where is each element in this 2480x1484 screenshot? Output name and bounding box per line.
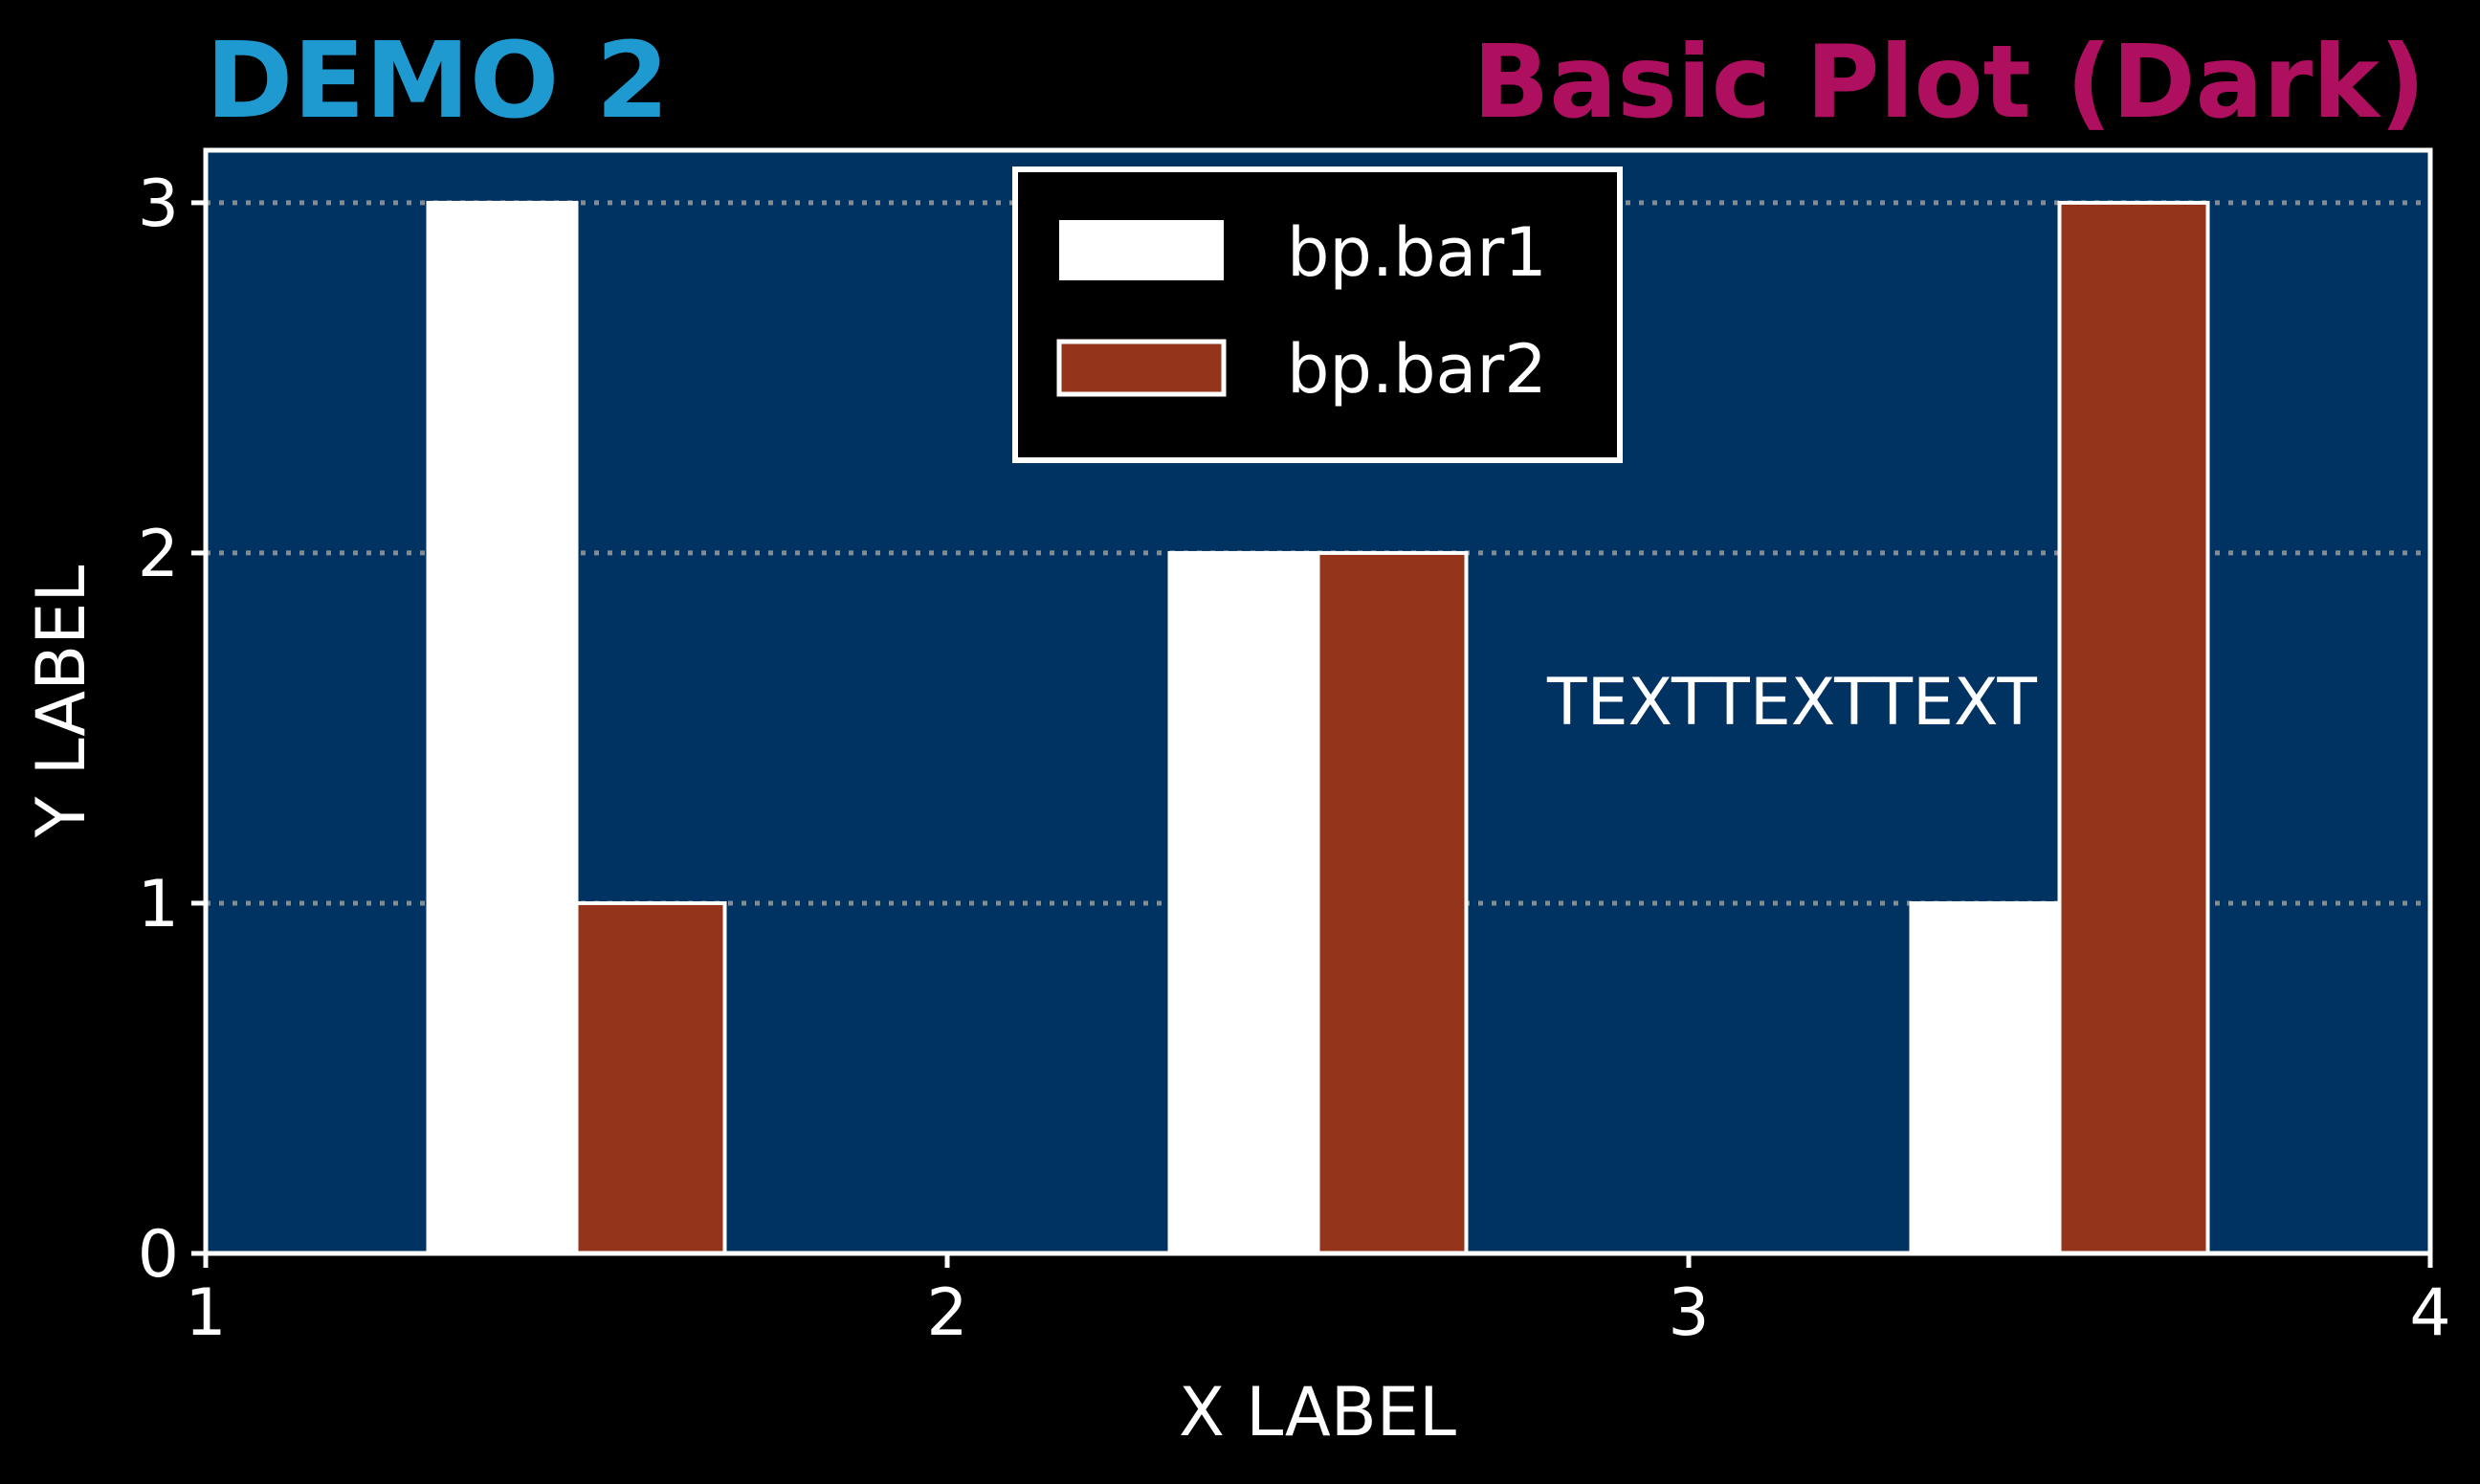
bar-series2-2 — [1316, 550, 1469, 1255]
y-tick-label-2: 2 — [138, 517, 179, 592]
legend-box — [1012, 166, 1623, 463]
legend-label-bar2: bp.bar2 — [1287, 330, 1547, 409]
annotation-text: TEXTTEXTTEXT — [1546, 665, 2037, 741]
legend-swatch-bar2 — [1056, 339, 1227, 397]
legend-swatch-bar1 — [1059, 220, 1224, 280]
x-tick-label-4: 4 — [2409, 1275, 2450, 1351]
x-tick-label-1: 1 — [185, 1275, 226, 1351]
plot-frame — [203, 147, 2433, 1256]
bar-series1-3 — [1909, 900, 2062, 1255]
x-axis-label: X LABEL — [1179, 1373, 1456, 1451]
y-tick-label-3: 3 — [138, 166, 179, 242]
bar-series2-3 — [2057, 200, 2210, 1255]
bars — [426, 200, 2210, 1255]
bar-series1-1 — [426, 200, 579, 1255]
y-tick-label-1: 1 — [138, 867, 179, 942]
x-tick-label-3: 3 — [1668, 1275, 1709, 1351]
y-tick-label-0: 0 — [138, 1217, 179, 1293]
chart-title-right: Basic Plot (Dark) — [1472, 24, 2425, 141]
y-axis-label: Y LABEL — [22, 565, 100, 839]
x-tick-label-2: 2 — [926, 1275, 967, 1351]
bar-series1-2 — [1167, 550, 1320, 1255]
legend: bp.bar1 bp.bar2 — [1012, 166, 1623, 463]
bar-series2-1 — [574, 900, 727, 1255]
legend-label-bar1: bp.bar1 — [1287, 213, 1547, 292]
chart-title-left: DEMO 2 — [206, 19, 669, 142]
